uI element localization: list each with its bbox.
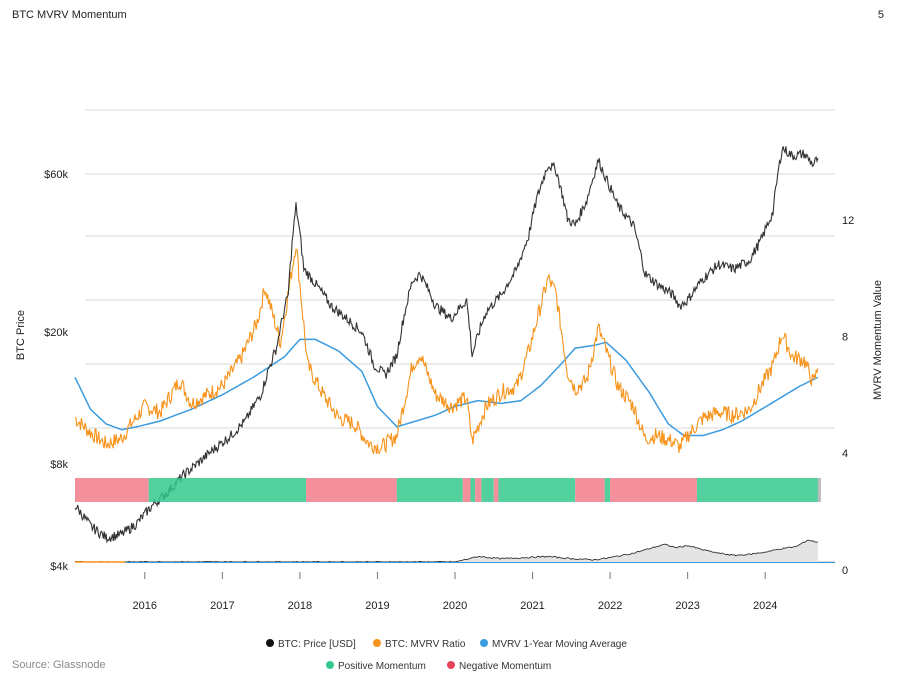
- right-tick-label: 8: [842, 332, 848, 344]
- lower-line: [74, 539, 818, 563]
- momentum-segment-negative: [575, 478, 605, 502]
- legend-swatch: [266, 639, 274, 647]
- momentum-segment-negative: [75, 478, 149, 502]
- x-tick-label: 2021: [520, 600, 544, 612]
- legend-label: MVRV 1-Year Moving Average: [492, 639, 627, 650]
- series-line-mvrv: [74, 248, 819, 455]
- left-axis-ticks: $4k $8k $20k $60k: [44, 169, 68, 573]
- left-axis-title: BTC Price: [15, 310, 27, 360]
- series-line-ma: [74, 338, 819, 437]
- right-tick-label: 0: [842, 565, 848, 577]
- legend-label: Positive Momentum: [338, 661, 426, 672]
- right-axis-title: MVRV Momentum Value: [872, 280, 884, 400]
- momentum-segment-negative: [475, 478, 482, 502]
- legend-label: BTC: MVRV Ratio: [385, 639, 466, 650]
- right-axis-ticks: 0 4 8 12: [842, 215, 854, 577]
- momentum-segment-negative: [493, 478, 499, 502]
- legend-label: BTC: Price [USD]: [278, 639, 356, 650]
- momentum-segment-positive: [498, 478, 576, 502]
- left-tick-label: $20k: [44, 327, 68, 339]
- legend-swatch: [480, 639, 488, 647]
- right-tick-label: 12: [842, 215, 854, 227]
- momentum-segment-positive: [696, 478, 818, 502]
- lower-area: [75, 540, 818, 562]
- legend-swatch: [373, 639, 381, 647]
- right-tick-label: 4: [842, 448, 848, 460]
- left-tick-label: $60k: [44, 169, 68, 181]
- chart-title: BTC MVRV Momentum: [12, 9, 127, 21]
- momentum-segment-positive: [148, 478, 307, 502]
- x-tick-label: 2024: [753, 600, 777, 612]
- momentum-segment-positive: [470, 478, 476, 502]
- momentum-segment-negative: [462, 478, 471, 502]
- left-tick-label: $4k: [50, 561, 68, 573]
- x-tick-label: 2019: [365, 600, 389, 612]
- x-tick-label: 2023: [675, 600, 699, 612]
- left-tick-label: $8k: [50, 459, 68, 471]
- legend-label: Negative Momentum: [459, 661, 551, 672]
- x-tick-label: 2020: [443, 600, 467, 612]
- series-line-price: [74, 146, 819, 544]
- x-axis-ticks: 2016 2017 2018 2019 2020 2021 2022 2023 2024: [75, 561, 835, 612]
- momentum-strip: [75, 478, 821, 502]
- legend-swatch: [326, 661, 334, 669]
- momentum-segment-negative: [610, 478, 697, 502]
- momentum-segment-positive: [481, 478, 494, 502]
- legend-swatch: [447, 661, 455, 669]
- momentum-segment-negative: [306, 478, 397, 502]
- x-tick-label: 2016: [133, 600, 157, 612]
- legend: BTC: Price [USD] BTC: MVRV Ratio MVRV 1-Ye…: [266, 639, 627, 672]
- page-number: 5: [878, 9, 884, 21]
- momentum-segment-positive: [396, 478, 463, 502]
- momentum-segment-positive: [604, 478, 611, 502]
- momentum-segment-tail: [817, 478, 821, 502]
- x-tick-label: 2022: [598, 600, 622, 612]
- source-note: Source: Glassnode: [12, 659, 106, 671]
- x-tick-label: 2018: [288, 600, 312, 612]
- gridlines: [85, 109, 835, 429]
- x-tick-label: 2017: [210, 600, 234, 612]
- series-group: [74, 146, 819, 544]
- lower-panel: [74, 539, 835, 563]
